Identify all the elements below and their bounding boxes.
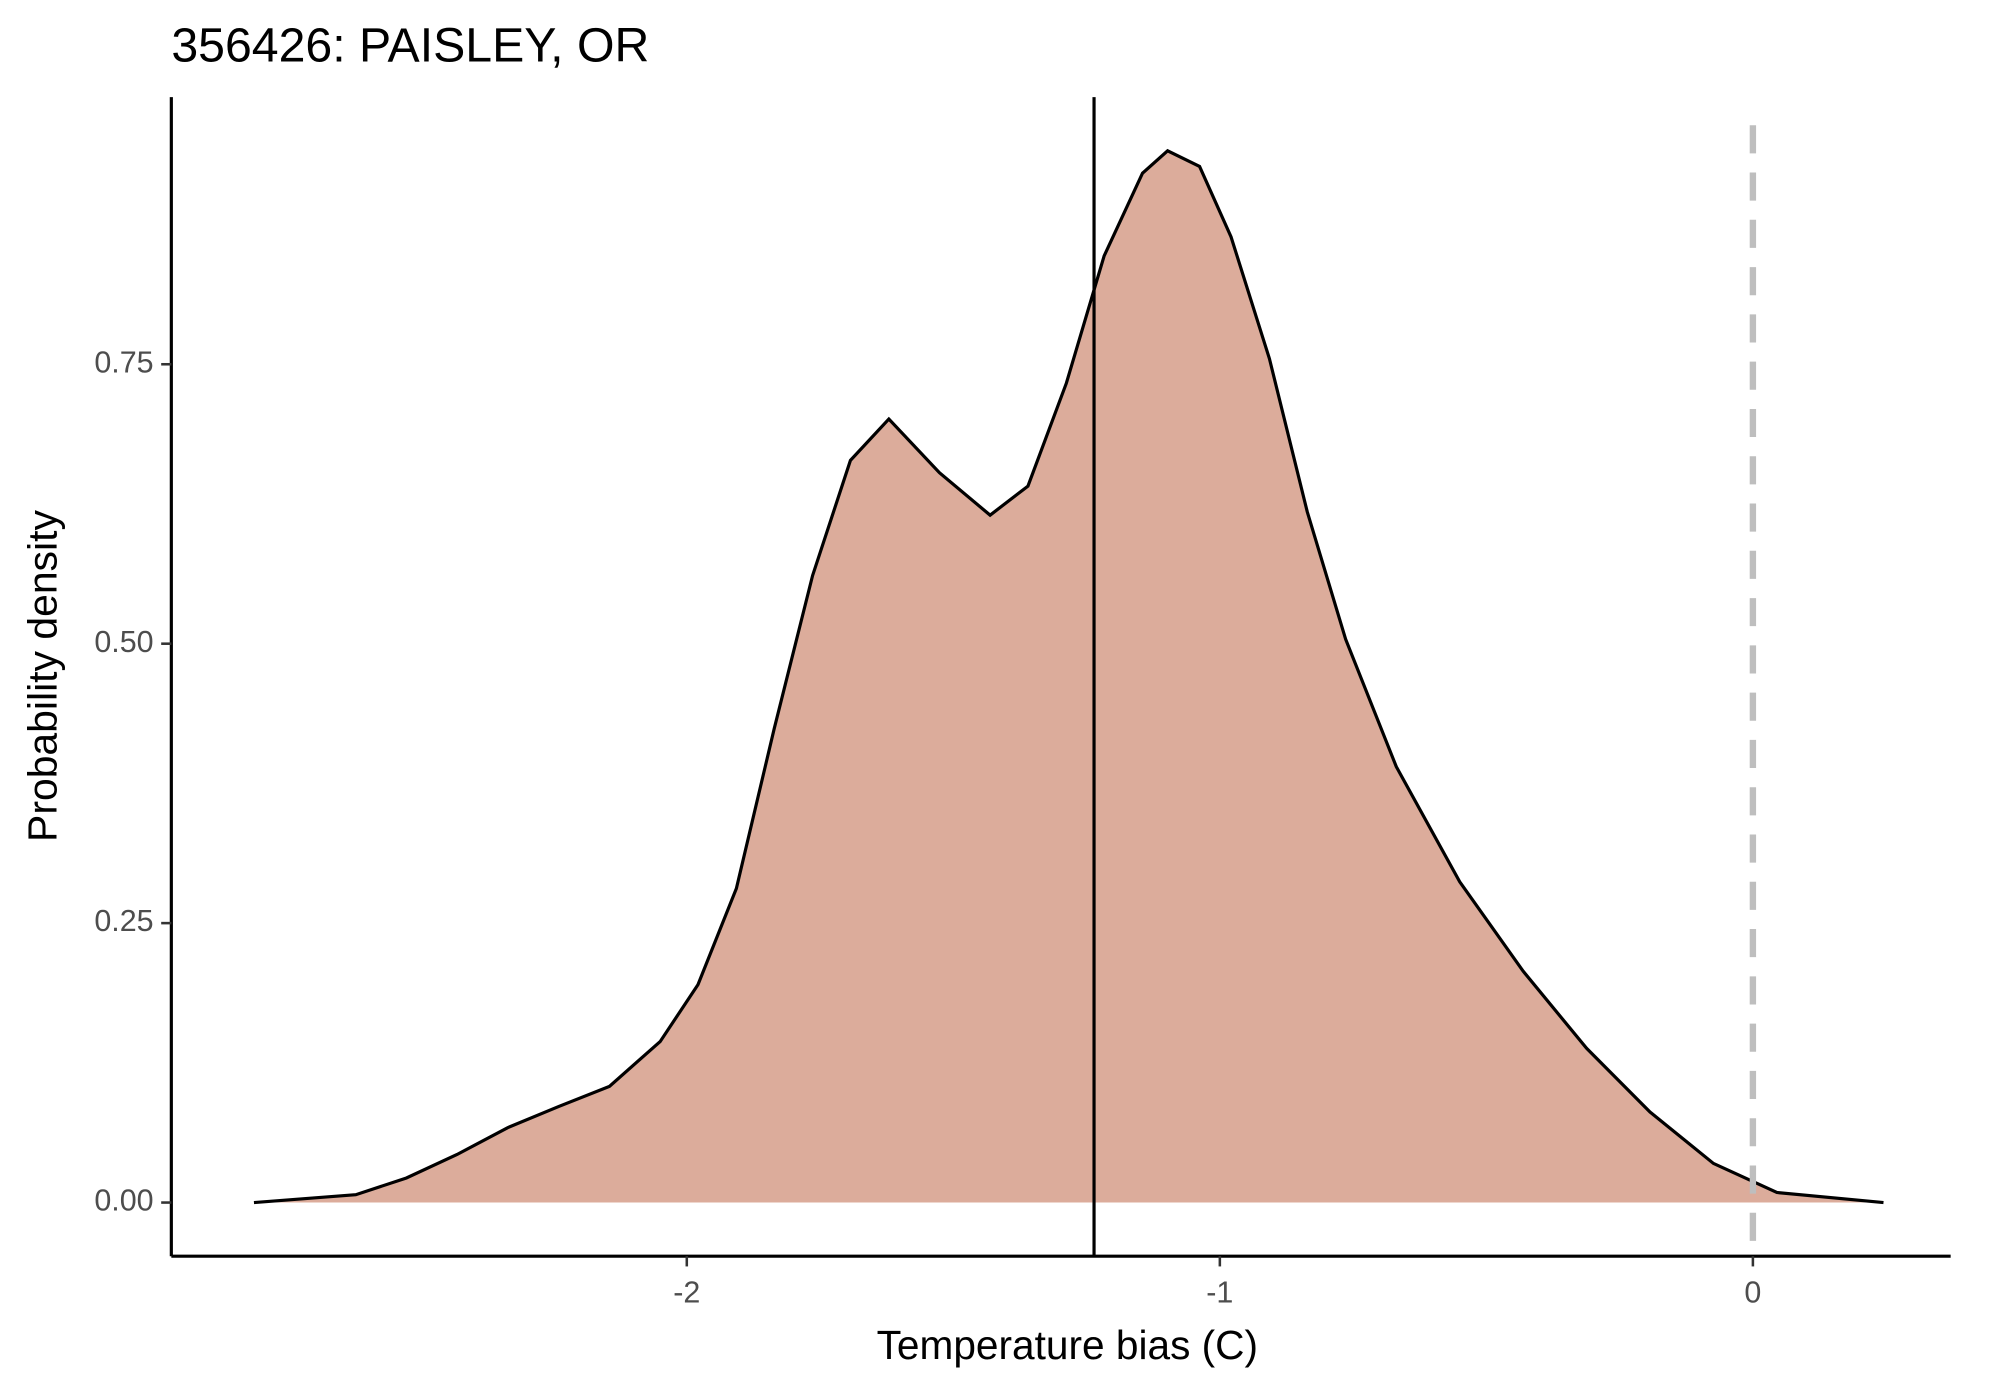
x-tick-label: -2 (673, 1276, 700, 1310)
chart-title: 356426: PAISLEY, OR (171, 18, 649, 72)
y-axis-label: Probability density (20, 509, 66, 841)
x-tick-label: -1 (1206, 1276, 1233, 1310)
y-tick-label: 0.50 (94, 625, 153, 659)
y-tick-label: 0.75 (94, 345, 153, 379)
x-axis-label: Temperature bias (C) (877, 1322, 1258, 1368)
x-tick-label: 0 (1744, 1276, 1761, 1310)
y-tick-label: 0.00 (94, 1184, 153, 1218)
density-line (253, 148, 1884, 1205)
y-tick-label: 0.25 (94, 904, 153, 938)
density-area (253, 150, 1884, 1203)
